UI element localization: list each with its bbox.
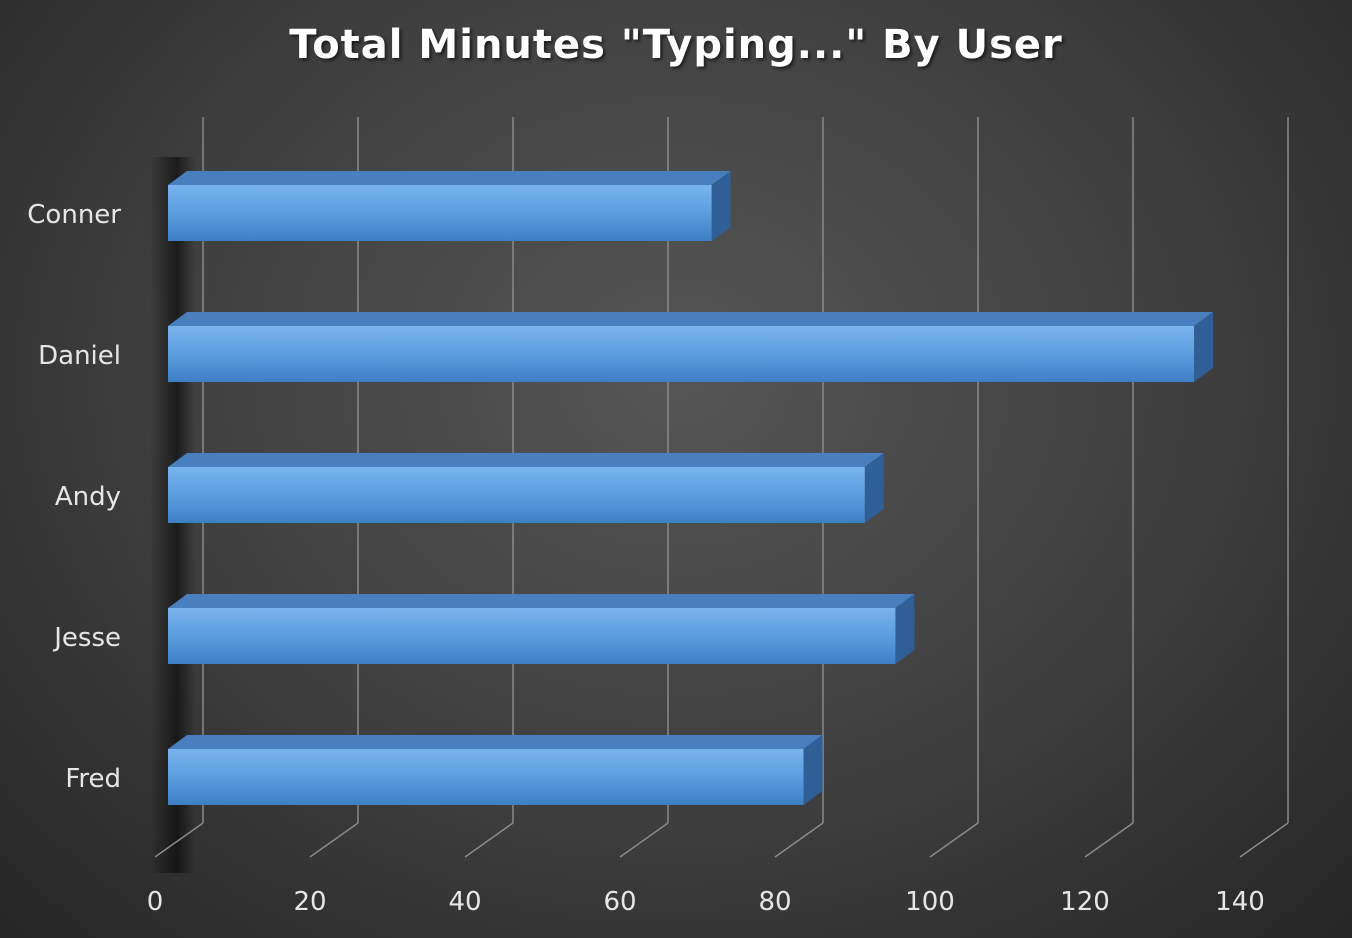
- bar-side-face: [1194, 312, 1214, 382]
- bar-top-face: [168, 453, 884, 467]
- x-tick-label: 0: [147, 887, 164, 917]
- bar-top-face: [168, 171, 731, 185]
- bar-top-face: [168, 594, 915, 608]
- bar-front-face: [168, 326, 1195, 382]
- bar-andy: [168, 453, 884, 523]
- floor-gridline: [929, 822, 979, 858]
- bar-daniel: [168, 312, 1214, 382]
- x-tick-label: 60: [603, 887, 636, 917]
- bar-top-face: [168, 735, 823, 749]
- bar-side-face: [803, 735, 823, 805]
- floor-gridline: [1239, 822, 1289, 858]
- y-category-label: Daniel: [38, 341, 121, 371]
- bar-jesse: [168, 594, 915, 664]
- bar-conner: [168, 171, 731, 241]
- x-tick-label: 20: [293, 887, 326, 917]
- x-tick-label: 80: [758, 887, 791, 917]
- floor-gridline: [464, 822, 514, 858]
- y-category-label: Conner: [27, 200, 121, 230]
- x-tick-label: 40: [448, 887, 481, 917]
- floor-gridline: [774, 822, 824, 858]
- bar-side-face: [895, 594, 915, 664]
- bar-top-face: [168, 312, 1214, 326]
- labels: 0 20 40 60 80 100 120 140 Conner Daniel Andy Jesse F…: [27, 200, 1265, 917]
- y-category-label: Fred: [65, 764, 121, 794]
- chart-title: Total Minutes "Typing..." By User: [289, 22, 1063, 68]
- bar-front-face: [168, 467, 865, 523]
- bars: [168, 171, 1214, 805]
- floor-gridline: [1084, 822, 1134, 858]
- bar-side-face: [711, 171, 731, 241]
- bar-front-face: [168, 608, 896, 664]
- x-tick-label: 100: [905, 887, 955, 917]
- floor-gridline: [154, 822, 204, 858]
- y-category-label: Jesse: [52, 623, 121, 653]
- y-category-label: Andy: [55, 482, 121, 512]
- bar-fred: [168, 735, 823, 805]
- bar-front-face: [168, 185, 712, 241]
- bar-front-face: [168, 749, 804, 805]
- x-tick-label: 140: [1215, 887, 1265, 917]
- bar-side-face: [864, 453, 884, 523]
- floor-gridline: [309, 822, 359, 858]
- floor-gridline: [619, 822, 669, 858]
- x-tick-label: 120: [1060, 887, 1110, 917]
